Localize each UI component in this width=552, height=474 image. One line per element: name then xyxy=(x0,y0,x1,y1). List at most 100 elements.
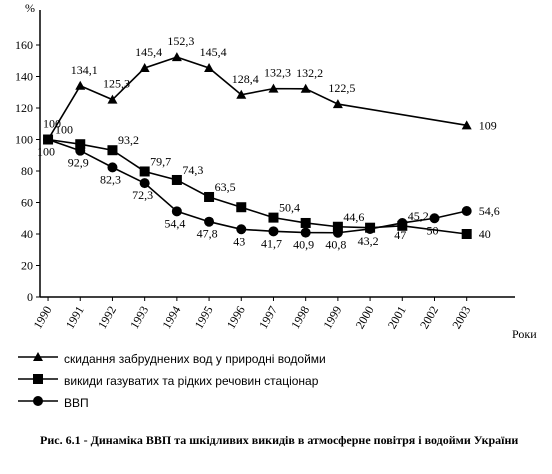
data-label: 43,2 xyxy=(358,234,379,248)
data-label: 54,4 xyxy=(164,216,185,230)
data-point xyxy=(429,213,440,224)
data-label: 125,3 xyxy=(103,77,130,91)
data-point xyxy=(300,83,311,93)
data-point xyxy=(171,52,182,62)
data-point xyxy=(107,162,118,173)
data-point xyxy=(236,89,247,99)
y-tick-label: 20 xyxy=(21,259,33,273)
data-label: 41,7 xyxy=(261,236,282,250)
data-label: 43 xyxy=(233,234,245,248)
data-point xyxy=(300,217,311,228)
data-label: 100 xyxy=(37,145,55,159)
data-label: 152,3 xyxy=(167,34,194,48)
legend-marker xyxy=(33,352,43,361)
y-tick-label: 120 xyxy=(15,101,33,115)
data-label: 122,5 xyxy=(328,81,355,95)
legend-label: скидання забруднених вод у природні водо… xyxy=(64,352,326,366)
data-point xyxy=(107,145,118,156)
data-point xyxy=(171,206,182,217)
data-label: 44,6 xyxy=(343,210,364,224)
data-point xyxy=(171,174,182,185)
legend-marker xyxy=(33,374,43,384)
x-tick-label: 2001 xyxy=(385,304,409,332)
data-point xyxy=(461,229,472,239)
y-tick-label: 140 xyxy=(15,70,33,84)
x-tick-label: 2000 xyxy=(353,304,377,332)
series-line xyxy=(47,138,467,234)
data-label: 128,4 xyxy=(232,72,259,86)
data-point xyxy=(139,178,150,189)
x-tick-label: 1994 xyxy=(159,304,183,332)
y-tick-label: 40 xyxy=(21,227,33,241)
data-label: 79,7 xyxy=(150,154,171,168)
x-tick-label: 1998 xyxy=(288,304,312,332)
y-tick-label: 60 xyxy=(21,196,33,210)
data-point xyxy=(332,227,343,238)
data-label: 145,4 xyxy=(135,45,162,59)
data-point xyxy=(43,134,54,145)
data-label: 40,9 xyxy=(293,238,314,252)
data-point xyxy=(75,145,86,156)
x-tick-label: 2003 xyxy=(449,304,473,332)
data-point xyxy=(461,120,472,130)
x-tick-label: 1995 xyxy=(192,304,216,332)
data-point xyxy=(75,139,86,150)
data-label: 72,3 xyxy=(132,188,153,202)
data-point xyxy=(75,80,86,90)
data-point xyxy=(268,226,279,237)
x-tick-label: 1997 xyxy=(256,304,280,332)
data-point xyxy=(204,191,215,202)
data-point xyxy=(397,217,408,228)
data-label: 40 xyxy=(479,227,491,241)
data-point xyxy=(461,206,472,217)
data-point xyxy=(300,227,311,238)
data-label: 50 xyxy=(426,223,438,237)
data-label: 74,3 xyxy=(182,163,203,177)
data-point xyxy=(139,166,150,177)
y-tick-label: 100 xyxy=(15,133,33,147)
data-point xyxy=(365,223,376,234)
data-label: 40,8 xyxy=(325,238,346,252)
legend-label: ВВП xyxy=(64,396,89,410)
y-tick-label: 0 xyxy=(27,290,33,304)
data-label: 47,8 xyxy=(197,227,218,241)
data-point xyxy=(236,202,247,213)
x-tick-label: 1999 xyxy=(320,304,344,332)
data-label: 92,9 xyxy=(68,156,89,170)
x-tick-label: 1992 xyxy=(95,304,119,332)
data-label: 63,5 xyxy=(215,180,236,194)
data-label: 134,1 xyxy=(71,63,98,77)
data-label: 100 xyxy=(55,123,73,137)
data-point xyxy=(204,216,215,227)
data-label: 93,2 xyxy=(118,133,139,147)
x-tick-label: 1993 xyxy=(127,304,151,332)
x-tick-label: 1996 xyxy=(224,304,248,332)
data-point xyxy=(139,62,150,72)
y-tick-label: 160 xyxy=(15,38,33,52)
legend-label: викиди газуватих та рідких речовин стаці… xyxy=(64,374,319,388)
data-label: 132,2 xyxy=(296,66,323,80)
data-label: 47 xyxy=(394,228,406,242)
data-point xyxy=(332,221,343,232)
y-axis-label: % xyxy=(25,1,35,15)
data-point xyxy=(236,224,247,235)
legend-marker xyxy=(33,396,43,406)
data-point xyxy=(268,83,279,93)
data-label: 100 xyxy=(43,117,61,131)
data-label: 82,3 xyxy=(100,172,121,186)
data-label: 109 xyxy=(479,118,497,132)
caption: Рис. 6.1 - Динаміка ВВП та шкідливих вик… xyxy=(40,433,518,447)
x-axis-label: Роки xyxy=(512,327,537,341)
data-point xyxy=(204,62,215,72)
data-label: 132,3 xyxy=(264,66,291,80)
y-tick-label: 80 xyxy=(21,164,33,178)
data-label: 145,4 xyxy=(200,45,227,59)
x-tick-label: 1991 xyxy=(63,304,87,332)
data-label: 50,4 xyxy=(279,201,300,215)
x-tick-label: 1990 xyxy=(31,304,55,332)
data-label: 54,6 xyxy=(479,204,500,218)
data-point xyxy=(107,94,118,104)
data-point xyxy=(268,212,279,223)
data-point xyxy=(332,99,343,109)
